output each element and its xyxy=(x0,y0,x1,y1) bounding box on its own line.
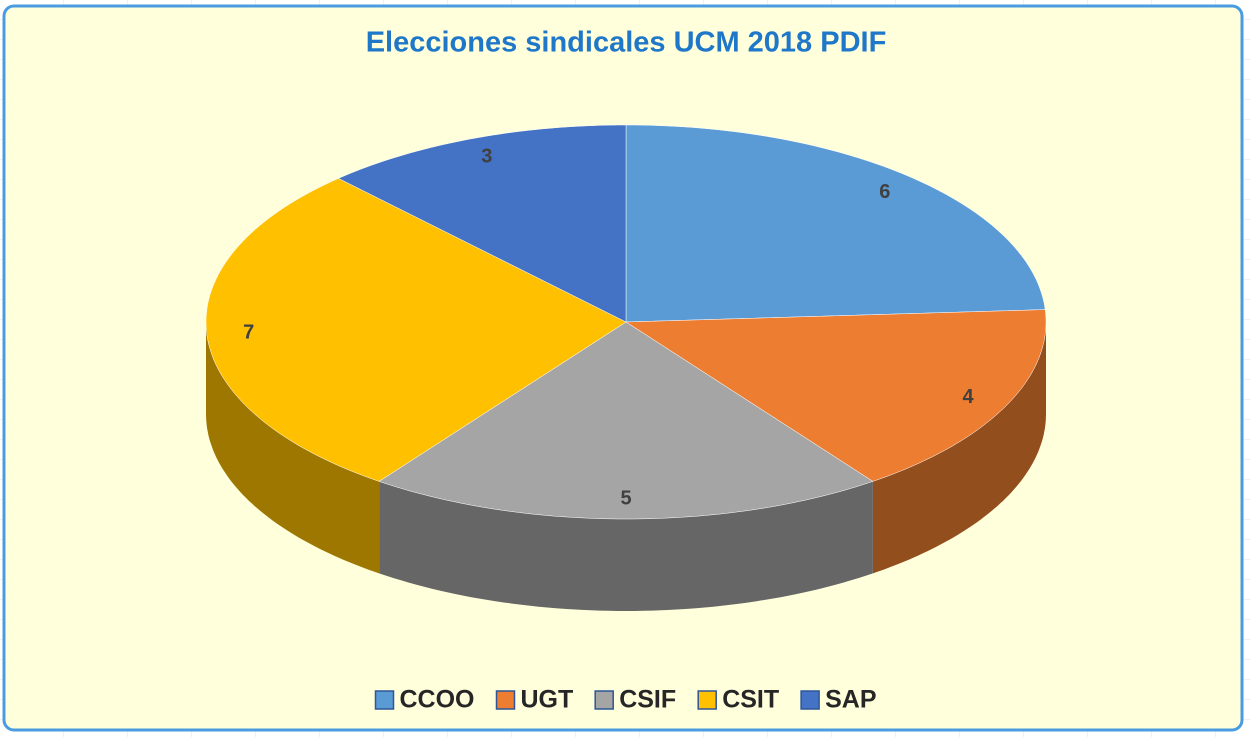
data-label: 6 xyxy=(879,181,890,203)
data-label: 7 xyxy=(243,321,254,343)
legend-item: CSIT xyxy=(697,686,779,714)
legend: CCOO UGT CSIF CSIT SAP xyxy=(374,686,877,714)
pie-slice-side xyxy=(379,481,873,611)
legend-label: CSIT xyxy=(722,686,779,714)
pie-slice xyxy=(625,124,1046,323)
legend-swatch xyxy=(594,690,614,710)
legend-item: SAP xyxy=(800,686,877,714)
legend-label: CCOO xyxy=(400,686,475,714)
legend-swatch xyxy=(697,690,717,710)
legend-swatch xyxy=(800,690,820,710)
pie-slice xyxy=(337,124,627,323)
legend-item: CCOO xyxy=(374,686,475,714)
legend-item: CSIF xyxy=(594,686,676,714)
chart-title: Elecciones sindicales UCM 2018 PDIF xyxy=(366,27,887,59)
data-label: 5 xyxy=(620,488,631,510)
legend-label: SAP xyxy=(825,686,876,714)
data-label: 3 xyxy=(481,145,492,167)
pie-slice xyxy=(205,178,627,482)
pie-slice xyxy=(625,309,1047,482)
data-label: 4 xyxy=(962,386,974,408)
pie: 6 4 5 7 3 xyxy=(205,124,1047,611)
pie-slice-side xyxy=(206,322,380,574)
legend-item: UGT xyxy=(495,686,574,714)
legend-label: CSIF xyxy=(619,686,676,714)
legend-swatch xyxy=(374,690,395,710)
pie-slice-side xyxy=(872,322,1046,574)
legend-swatch xyxy=(495,690,516,710)
pie-slice xyxy=(378,321,874,520)
legend-label: UGT xyxy=(521,686,574,714)
